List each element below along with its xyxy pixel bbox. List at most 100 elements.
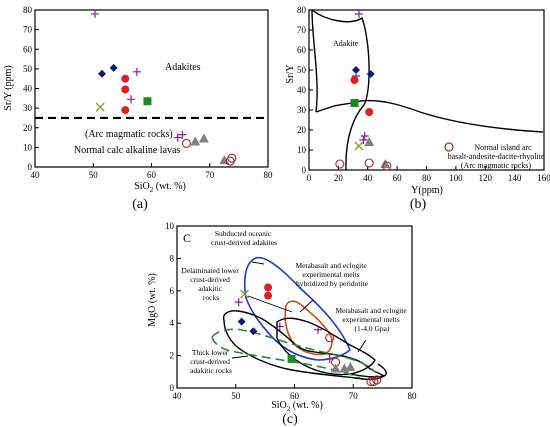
y-tick-label: 30 (297, 105, 307, 115)
panel-b-letter: (b) (410, 197, 427, 212)
panel-c-points (234, 283, 382, 387)
data-point-diamond (366, 70, 375, 78)
data-point-diamond (109, 63, 118, 72)
annotation-basalt-rhyolite: basalt-andesite-dacite-rhyolite (448, 152, 545, 161)
x-tick-label: 140 (508, 173, 522, 183)
normal-arc-field-boundary (315, 99, 544, 133)
panel-b-frame (308, 9, 545, 171)
x-tick-label: 20 (334, 173, 344, 183)
data-point-triangle (330, 363, 341, 373)
panel-a-y-axis-label: Sr/Y (ppm) (3, 65, 14, 110)
y-tick-label: 50 (23, 64, 33, 74)
annotation-metabasalt-hybrid: Metabasalt and eclogite experimental mel… (295, 261, 368, 288)
y-tick-label: 0 (302, 165, 307, 175)
panel-c-tick-labels: 40 50 60 70 80 0 2 4 6 8 10 (165, 221, 417, 401)
x-tick-label: 80 (408, 391, 418, 401)
data-point-square (143, 97, 152, 106)
panel-a-x-label: SiO2 (wt. %) (134, 181, 186, 194)
leader-metabasalt-exp (357, 339, 367, 353)
y-tick-label: 0 (28, 162, 33, 172)
x-tick-label: 40 (173, 391, 183, 401)
y-tick-label: 70 (23, 25, 33, 35)
panel-c-letter: (c) (282, 412, 298, 427)
data-point-hollow-circle (335, 159, 345, 169)
data-point-circle (121, 85, 130, 94)
data-point-plus (360, 132, 369, 140)
data-point-diamond (97, 69, 106, 78)
data-point-circle (264, 283, 273, 292)
data-point-plus (314, 325, 322, 334)
panel-b: 0 20 40 60 80 100 120 140 160 0 10 20 30 40 50 60 70 80 S… (285, 5, 550, 212)
data-point-hollow-circle (382, 161, 392, 171)
data-point-square (287, 354, 296, 363)
x-tick-label: 60 (147, 170, 157, 180)
y-tick-label: 80 (23, 5, 33, 15)
data-point-plus (359, 136, 368, 144)
leader-thick-crust (231, 355, 249, 359)
y-tick-label: 20 (297, 125, 307, 135)
hybridized-melts-field (284, 300, 333, 356)
panel-c-y-label: MgO (wt. %) (147, 273, 158, 327)
annotation-normal-island-arc: Normal island arc (474, 143, 532, 152)
annotation-arc-magmatic-b: (Arc magmatic rocks) (461, 161, 532, 170)
data-point-cross (240, 289, 250, 299)
panel-b-points (335, 10, 392, 171)
y-tick-label: 70 (297, 25, 307, 35)
annotation-delaminated: Delaminated lower crust-derived adakitic… (181, 266, 240, 302)
data-point-plus (325, 354, 334, 363)
leader-delaminated (247, 295, 293, 313)
y-tick-label: 8 (170, 253, 175, 263)
adakite-field-closing (311, 9, 318, 113)
data-point-hollow-circle (227, 153, 237, 163)
panel-c-x-label: SiO2 (wt. %) (271, 400, 323, 413)
y-tick-label: 20 (23, 123, 33, 133)
data-point-cross (354, 141, 364, 151)
annotation-normal-calc: Normal calc alkaline lavas (74, 145, 180, 156)
adakite-field-boundary (311, 9, 370, 171)
data-point-diamond (237, 317, 246, 326)
x-tick-label: 0 (307, 173, 312, 183)
y-tick-label: 40 (23, 84, 33, 94)
legend-hollow-circle-marker (444, 142, 454, 152)
data-point-square (350, 99, 359, 107)
x-tick-label: 60 (393, 173, 403, 183)
data-point-circle (350, 76, 359, 84)
data-point-plus (234, 298, 243, 307)
annotation-metabasalt-exp: Metabasalt and eclogite experimental mel… (335, 306, 408, 333)
x-tick-label: 60 (290, 391, 300, 401)
x-tick-label: 40 (31, 170, 41, 180)
leader-metabasalt-hybrid (299, 299, 314, 313)
panel-c-y-axis-label: MgO (wt. %) (147, 273, 158, 327)
y-tick-label: 80 (297, 5, 307, 15)
data-point-plus (173, 133, 182, 142)
y-tick-label: 30 (23, 103, 33, 113)
panel-c-frame (176, 225, 413, 389)
data-point-plus (354, 10, 363, 18)
annotation-subducted: Subducted oceanic crust-derived adakites (211, 229, 277, 247)
x-tick-label: 80 (264, 170, 274, 180)
experimental-melts-field (276, 317, 376, 376)
y-tick-label: 10 (23, 142, 33, 152)
data-point-plus (275, 322, 284, 331)
x-tick-label: 50 (231, 391, 241, 401)
y-tick-label: 10 (297, 145, 307, 155)
data-point-triangle (219, 155, 230, 165)
y-tick-label: 50 (297, 65, 307, 75)
annotation-adakite: Adakite (333, 39, 359, 48)
data-point-hollow-circle (364, 158, 374, 168)
data-point-circle (121, 74, 130, 83)
data-point-hollow-circle (366, 376, 376, 387)
leader-subducted (251, 261, 265, 265)
data-point-plus (132, 67, 141, 76)
data-point-diamond (352, 66, 360, 74)
panel-a-points (90, 9, 237, 166)
panel-c-corner-label: C (183, 231, 191, 245)
panel-a-y-label: Sr/Y (ppm) (3, 65, 14, 110)
x-tick-label: 70 (349, 391, 359, 401)
data-point-hollow-circle (181, 138, 191, 148)
data-point-plus (127, 95, 136, 104)
panel-a-ticks (34, 9, 269, 168)
annotation-arc-magmatic: (Arc magmatic rocks) (85, 129, 173, 140)
x-tick-label: 40 (363, 173, 373, 183)
